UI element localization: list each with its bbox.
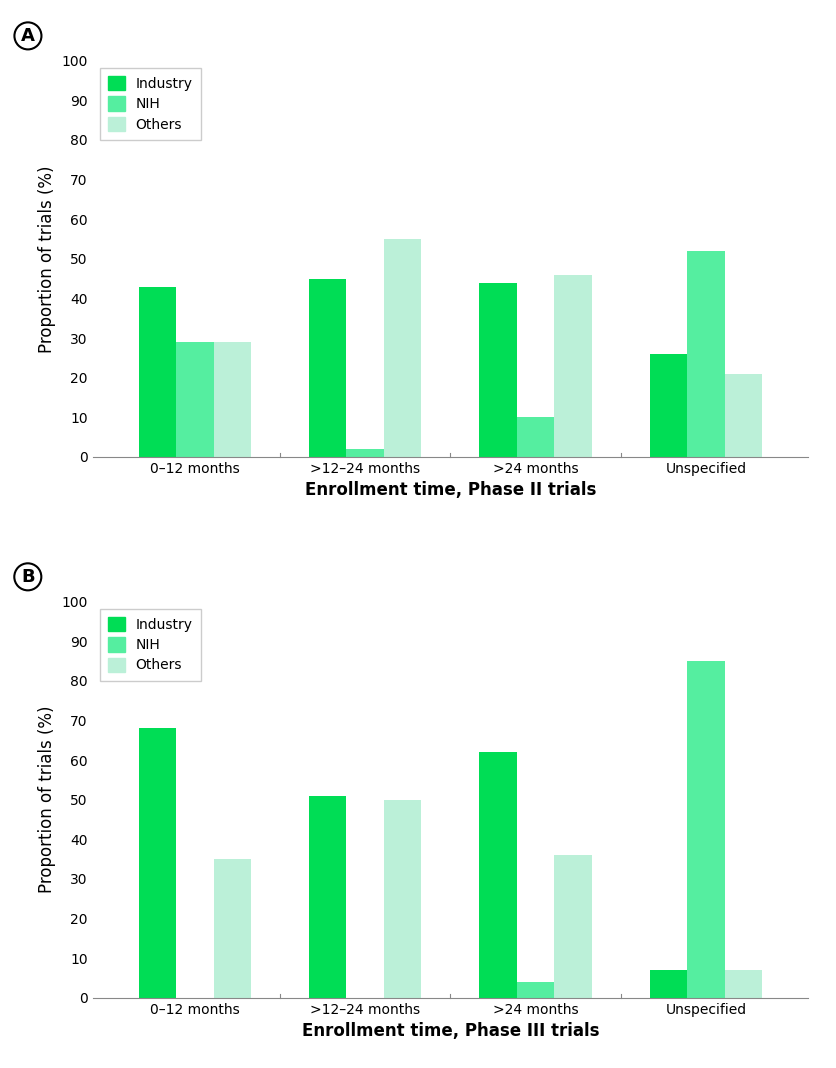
Bar — [176, 342, 213, 457]
Bar — [517, 418, 554, 457]
Bar — [384, 239, 421, 457]
X-axis label: Enrollment time, Phase II trials: Enrollment time, Phase II trials — [304, 482, 596, 499]
Bar — [346, 449, 384, 457]
Bar — [554, 855, 592, 998]
Bar — [479, 752, 517, 998]
Bar — [139, 286, 176, 457]
Text: A: A — [21, 27, 35, 45]
Bar — [213, 342, 251, 457]
Bar — [650, 970, 687, 998]
Legend: Industry, NIH, Others: Industry, NIH, Others — [99, 67, 201, 140]
Bar — [687, 661, 725, 998]
Y-axis label: Proportion of trials (%): Proportion of trials (%) — [38, 706, 56, 894]
Bar — [725, 374, 762, 457]
Text: B: B — [21, 568, 34, 586]
Bar — [213, 859, 251, 998]
Bar — [384, 800, 421, 998]
Bar — [687, 251, 725, 457]
X-axis label: Enrollment time, Phase III trials: Enrollment time, Phase III trials — [302, 1022, 599, 1040]
Bar — [650, 354, 687, 457]
Bar — [517, 981, 554, 998]
Bar — [725, 970, 762, 998]
Bar — [139, 728, 176, 998]
Legend: Industry, NIH, Others: Industry, NIH, Others — [99, 609, 201, 680]
Bar — [309, 279, 346, 457]
Bar — [554, 274, 592, 457]
Bar — [309, 796, 346, 998]
Bar — [479, 283, 517, 457]
Y-axis label: Proportion of trials (%): Proportion of trials (%) — [38, 166, 56, 352]
